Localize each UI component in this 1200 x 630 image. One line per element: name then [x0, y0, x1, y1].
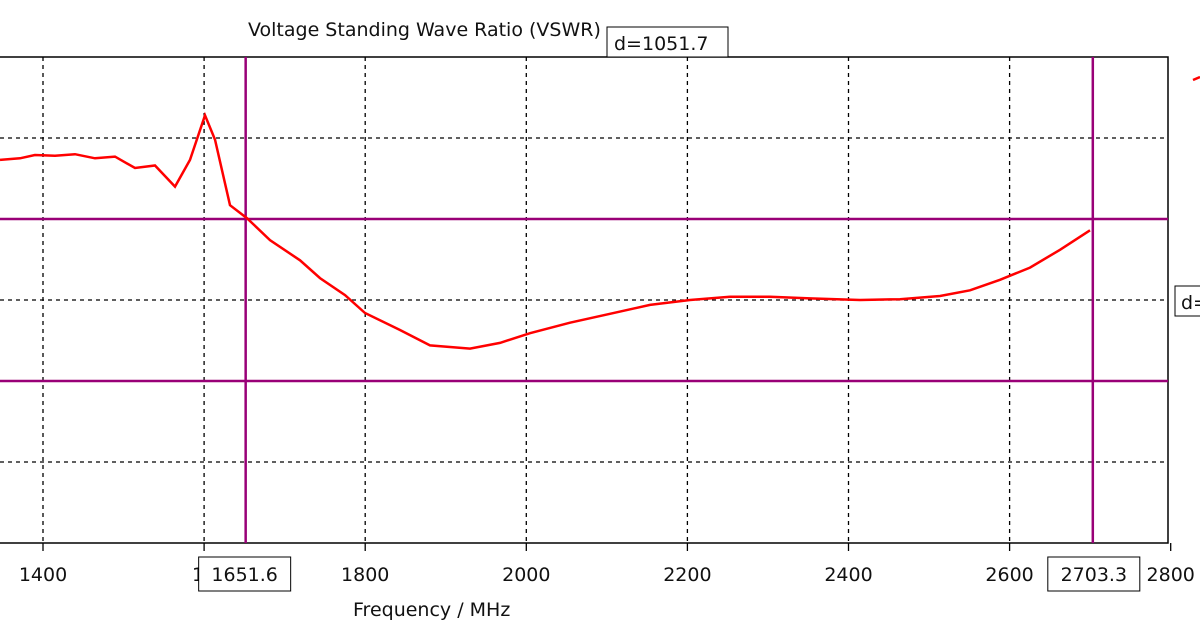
- svg-text:d=1051.7: d=1051.7: [614, 33, 708, 55]
- marker-label: 1651.6: [211, 564, 277, 586]
- marker-label: 2703.3: [1061, 564, 1127, 586]
- marker-label-box: [198, 556, 292, 592]
- grid-lines: [0, 57, 1168, 543]
- x-tick-label: 1400: [19, 564, 67, 586]
- plot-frame: [0, 56, 1169, 544]
- x-tick-label: 2400: [824, 564, 872, 586]
- chart-title: Voltage Standing Wave Ratio (VSWR): [248, 19, 601, 41]
- x-axis-label: Frequency / MHz: [353, 599, 510, 621]
- delta-y-label: d=: [1174, 285, 1200, 317]
- x-axis-ticks: 140016180020002200240026002800: [19, 543, 1195, 586]
- svg-text:d=: d=: [1181, 292, 1200, 314]
- legend-swatch-vswr: [1192, 75, 1200, 82]
- marker-label-box: [1047, 556, 1141, 592]
- x-tick-label: 2800: [1147, 564, 1195, 586]
- x-tick-label: 2200: [663, 564, 711, 586]
- x-tick-label: 1800: [341, 564, 389, 586]
- x-tick-label: 2000: [502, 564, 550, 586]
- marker-lines: [0, 57, 1168, 543]
- series-vswr-line: [0, 111, 1091, 350]
- x-tick-label: 2600: [985, 564, 1033, 586]
- delta-x-label: d=1051.7: [606, 26, 729, 58]
